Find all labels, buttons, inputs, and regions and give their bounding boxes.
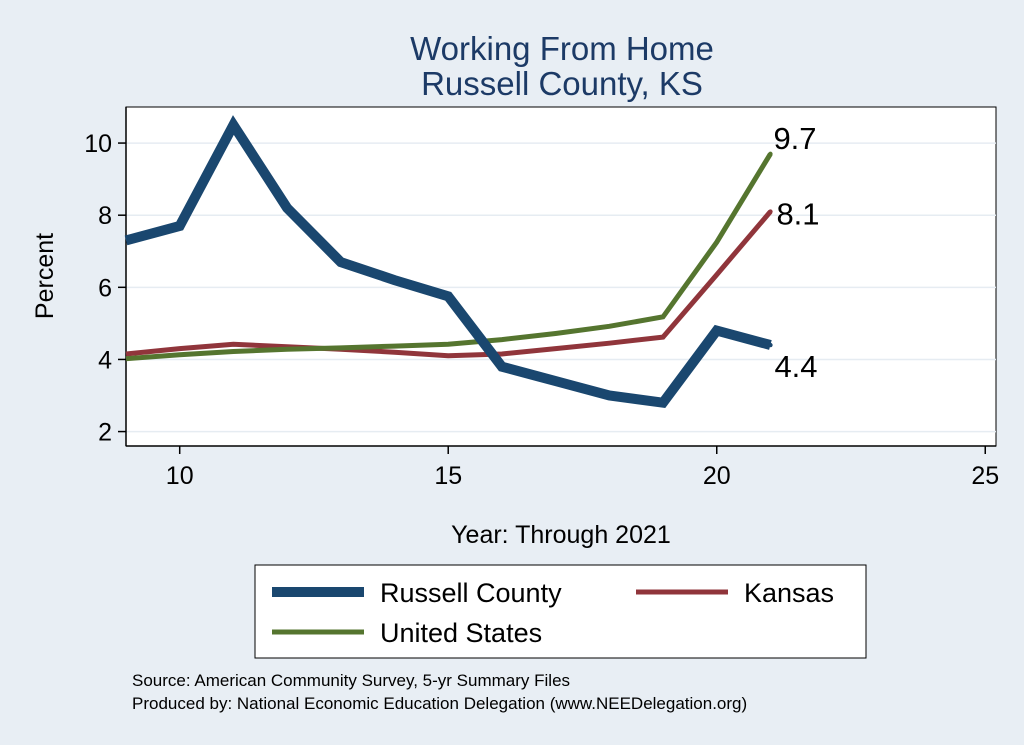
series-line-russell-county: [124, 115, 772, 409]
legend: Russell County Kansas United States: [272, 578, 834, 648]
chart-title-line-2: Russell County, KS: [421, 65, 703, 102]
x-axis-title: Year: Through 2021: [451, 521, 671, 549]
x-tick-label-25: 25: [971, 462, 999, 490]
end-label-united-states: 9.7: [773, 121, 816, 156]
producer-note: Produced by: National Economic Education…: [132, 694, 747, 713]
y-tick-label-6: 6: [98, 274, 112, 302]
series-lines: [124, 115, 773, 409]
legend-label-united-states: United States: [380, 618, 542, 648]
axes: [125, 107, 996, 447]
chart-title-line-1: Working From Home: [410, 30, 714, 67]
x-tick-label-10: 10: [166, 462, 194, 490]
y-tick-label-10: 10: [84, 130, 112, 158]
x-tick-label-15: 15: [434, 462, 462, 490]
legend-label-russell-county: Russell County: [380, 578, 562, 608]
end-labels: 4.4 8.1 9.7: [773, 121, 819, 384]
x-ticks: 10 15 20 25: [166, 446, 999, 490]
plot-area: [125, 106, 997, 447]
series-endpoint-kansas: [768, 209, 773, 214]
source-note: Source: American Community Survey, 5-yr …: [132, 671, 570, 690]
y-tick-label-4: 4: [98, 346, 112, 374]
series-line-kansas: [125, 209, 773, 359]
series-endpoint-russell-county: [768, 342, 773, 348]
series-line-united-states: [125, 152, 773, 362]
legend-box: [254, 564, 867, 659]
y-ticks: 2 4 6 8 10: [84, 130, 126, 447]
legend-label-kansas: Kansas: [744, 578, 834, 608]
y-tick-label-2: 2: [98, 419, 112, 447]
gridlines: [126, 142, 996, 433]
y-axis-title: Percent: [31, 233, 59, 319]
end-label-kansas: 8.1: [776, 197, 819, 232]
series-endpoint-united-states: [768, 151, 773, 157]
end-label-russell-county: 4.4: [774, 349, 817, 384]
y-tick-label-8: 8: [98, 202, 112, 230]
x-tick-label-20: 20: [703, 462, 731, 490]
